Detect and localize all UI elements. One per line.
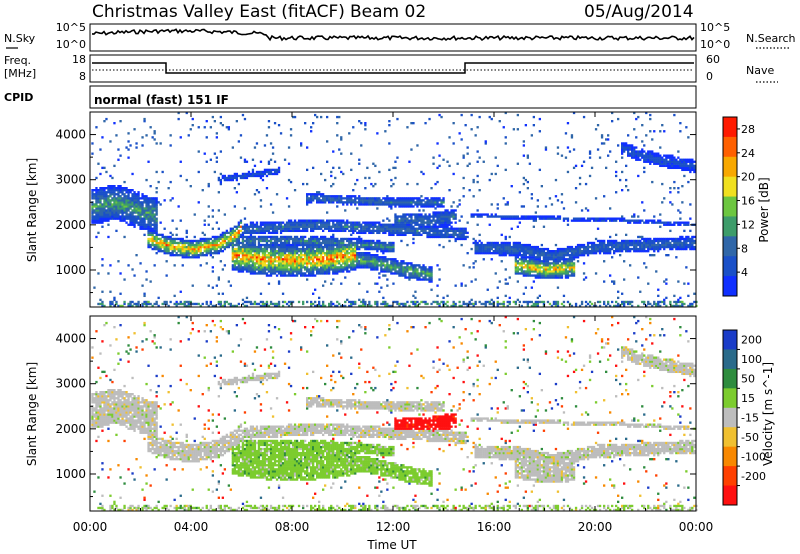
colorbar-swatch (723, 117, 737, 138)
beam-title: Beam 02 (350, 2, 426, 22)
colorbar-swatch (723, 349, 737, 370)
velocity-data (91, 315, 698, 512)
colorbar-swatch (723, 276, 737, 297)
power-ylabel: Slant Range [km] (25, 158, 39, 262)
power-colorbar-label: Power [dB] (757, 177, 771, 242)
colorbar-tick-label: 200 (741, 334, 762, 347)
colorbar-tick-label: 12 (741, 218, 755, 231)
colorbar-tick-label: 16 (741, 195, 755, 208)
frequency-label: Freq. (4, 54, 31, 67)
cpid-label: CPID (4, 91, 33, 104)
colorbar-tick-label: -50 (741, 431, 759, 444)
y-tick-label: 1000 (55, 263, 86, 277)
velocity-panel: 1000 2000 3000 4000 Slant Range [km] 200 100… (25, 315, 775, 512)
colorbar-swatch (723, 216, 737, 237)
colorbar-tick-label: 28 (741, 123, 755, 136)
colorbar-swatch (723, 136, 737, 158)
colorbar-tick-label: 50 (741, 373, 755, 386)
colorbar-tick-label: -100 (741, 450, 766, 463)
colorbar-swatch (723, 196, 737, 217)
x-tick-label: 08:00 (275, 520, 310, 534)
site-title: Christmas Valley East (fitACF) (92, 2, 345, 22)
colorbar-tick-label: 15 (741, 392, 755, 405)
noise-right-tick-bottom: 10^0 (700, 38, 730, 51)
colorbar-swatch (723, 330, 737, 350)
noise-panel: N.Sky 10^5 10^0 10^5 10^0 N.Search (4, 21, 796, 52)
x-tick-label: 16:00 (477, 520, 512, 534)
x-tick-label: 20:00 (578, 520, 613, 534)
power-panel: 1000 2000 3000 4000 Slant Range [km] 4 8 12 16… (25, 111, 771, 308)
colorbar-swatch (723, 156, 737, 178)
y-tick-label: 1000 (55, 467, 86, 481)
date-title: 05/Aug/2014 (584, 2, 694, 22)
noise-search-label: N.Search (746, 32, 796, 45)
noise-left-tick-bottom: 10^0 (56, 38, 86, 51)
freq-left-tick-bottom: 8 (79, 70, 86, 83)
power-colorbar: 4 8 12 16 20 24 28 (722, 116, 755, 297)
frequency-trace (92, 62, 694, 74)
frequency-unit-label: [MHz] (4, 67, 36, 80)
y-tick-label: 2000 (55, 422, 86, 436)
freq-right-tick-top: 60 (706, 53, 720, 66)
x-tick-label: 00:00 (679, 520, 714, 534)
velocity-colorbar-label: Velocity [m s^-1] (761, 362, 775, 466)
freq-left-tick-top: 18 (72, 53, 86, 66)
colorbar-swatch (723, 256, 737, 277)
freq-right-tick-bottom: 0 (706, 70, 713, 83)
y-tick-label: 3000 (55, 173, 86, 187)
time-xlabel: Time UT (366, 538, 417, 552)
colorbar-tick-label: -15 (741, 412, 759, 425)
noise-sky-trace (91, 28, 695, 42)
nave-label: Nave (746, 64, 774, 77)
cpid-text: normal (fast) 151 IF (94, 93, 229, 107)
x-tick-label: 04:00 (174, 520, 209, 534)
velocity-colorbar: 200 100 50 15 -15 -50 -100 -200 (722, 329, 766, 506)
colorbar-tick-label: -200 (741, 470, 766, 483)
y-tick-label: 4000 (55, 128, 86, 142)
colorbar-swatch (723, 485, 737, 506)
power-data (91, 111, 698, 308)
velocity-y-axis: 1000 2000 3000 4000 (55, 315, 696, 498)
noise-right-tick-top: 10^5 (700, 21, 730, 34)
y-tick-label: 2000 (55, 218, 86, 232)
colorbar-tick-label: 20 (741, 171, 755, 184)
colorbar-tick-label: 100 (741, 353, 762, 366)
colorbar-swatch (723, 368, 737, 389)
frequency-panel: Freq. [MHz] 18 8 60 0 Nave (4, 53, 778, 83)
x-tick-label: 00:00 (73, 520, 108, 534)
colorbar-swatch (723, 236, 737, 257)
time-x-axis: 00:00 04:00 08:00 12:00 16:00 20:00 00:00 (73, 112, 714, 534)
noise-left-tick-top: 10^5 (56, 21, 86, 34)
colorbar-swatch (723, 407, 737, 428)
power-y-axis: 1000 2000 3000 4000 (55, 111, 696, 294)
colorbar-tick-label: 8 (741, 242, 748, 255)
colorbar-tick-label: 24 (741, 147, 755, 160)
colorbar-swatch (723, 446, 737, 467)
x-tick-label: 12:00 (376, 520, 411, 534)
cpid-panel: CPID normal (fast) 151 IF (4, 85, 697, 109)
colorbar-swatch (723, 176, 737, 198)
colorbar-tick-label: 4 (741, 266, 748, 279)
velocity-ylabel: Slant Range [km] (25, 362, 39, 466)
colorbar-swatch (723, 466, 737, 487)
noise-sky-label: N.Sky (4, 32, 36, 45)
colorbar-swatch (723, 427, 737, 448)
y-tick-label: 4000 (55, 332, 86, 346)
colorbar-swatch (723, 388, 737, 409)
y-tick-label: 3000 (55, 377, 86, 391)
